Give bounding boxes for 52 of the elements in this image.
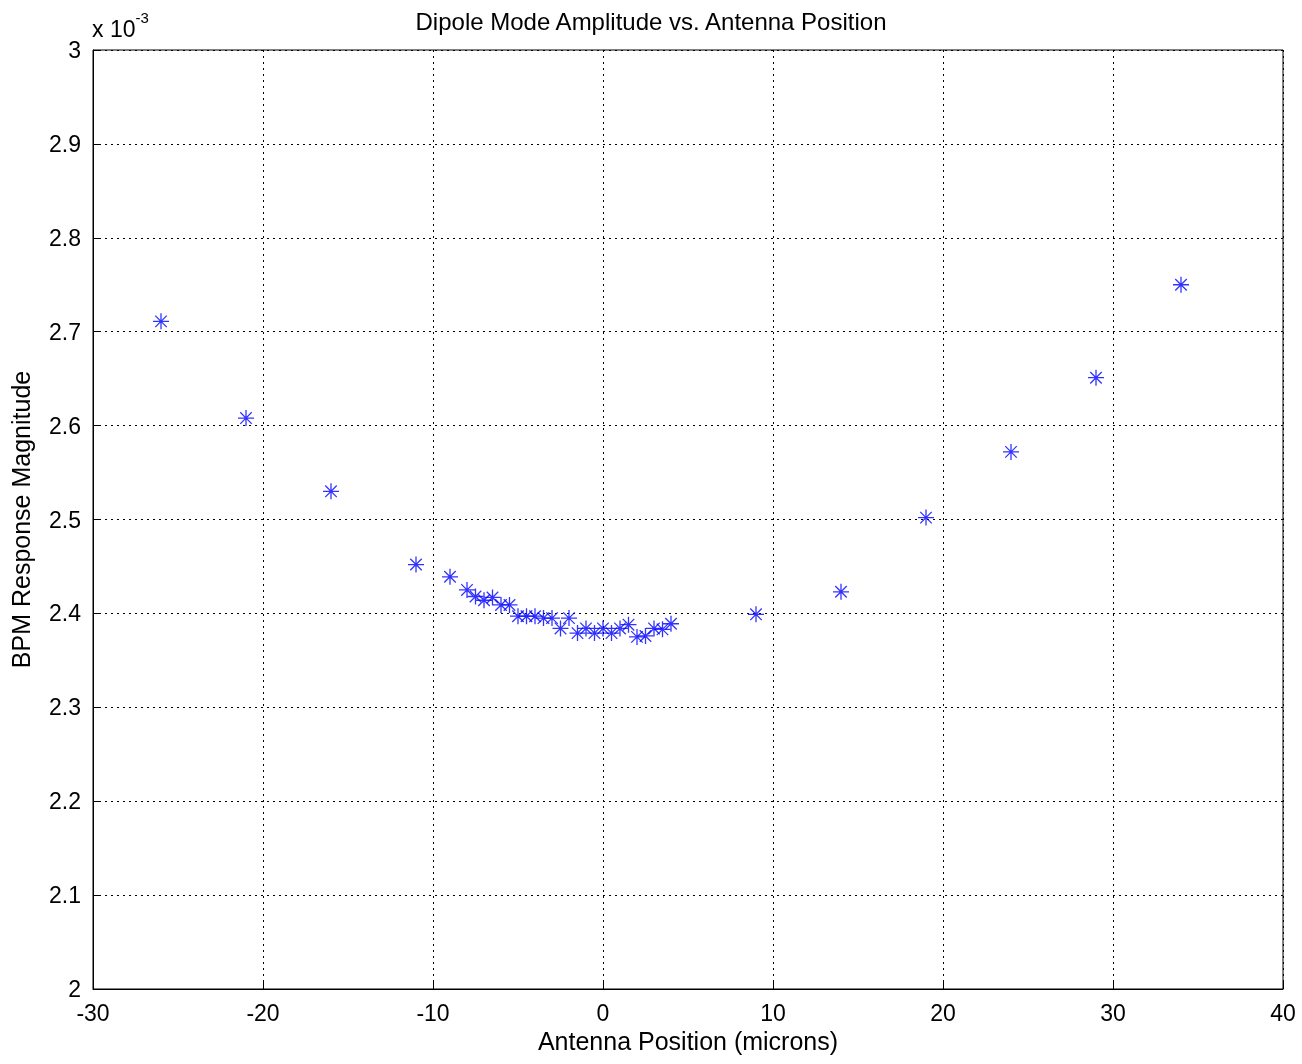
point — [636, 627, 655, 645]
x-tick-label: 30 — [1100, 999, 1126, 1026]
point — [577, 619, 595, 638]
x-tick-label: 20 — [930, 999, 956, 1026]
point — [602, 624, 621, 642]
x-tick-label: 10 — [760, 999, 786, 1026]
point — [543, 609, 561, 627]
y-tick-label: 2.9 — [49, 130, 81, 157]
x-tick-label: 40 — [1270, 999, 1296, 1026]
point — [500, 596, 519, 614]
y-tick-label: 2.4 — [49, 600, 82, 627]
point — [551, 619, 570, 638]
point — [1087, 369, 1105, 387]
x-tick-label: -10 — [416, 999, 450, 1026]
x-tick-label: -20 — [246, 999, 280, 1026]
point — [509, 607, 527, 625]
point — [458, 581, 476, 599]
point — [568, 624, 587, 642]
x-tick-label: 0 — [596, 999, 610, 1026]
point — [492, 596, 510, 614]
y-tick-label: 2 — [68, 976, 81, 1002]
point — [628, 628, 646, 646]
y-tick-label: 2.5 — [49, 506, 81, 533]
point — [747, 605, 765, 623]
y-tick-label: 2.7 — [49, 318, 81, 345]
y-tick-label: 2.2 — [49, 788, 81, 815]
point — [517, 607, 536, 625]
point — [1172, 276, 1190, 294]
point — [662, 615, 680, 633]
chart-title: Dipole Mode Amplitude vs. Antenna Position — [415, 7, 887, 35]
point — [585, 624, 604, 642]
point — [917, 508, 935, 527]
point — [322, 482, 340, 500]
y-tick-label: 2.3 — [49, 694, 81, 721]
point — [237, 409, 255, 427]
y-tick-label: 3 — [68, 37, 81, 63]
x-axis-title: Antenna Position (microns) — [537, 1027, 839, 1056]
y-tick-label: 2.6 — [49, 412, 81, 439]
point — [1002, 443, 1020, 461]
point — [619, 616, 638, 634]
y-tick-label: 2.1 — [49, 882, 81, 909]
point — [407, 555, 425, 574]
point — [152, 312, 170, 331]
point — [611, 619, 629, 638]
point — [594, 619, 612, 638]
point — [560, 609, 578, 627]
y-axis-title: BPM Response Magnitude — [6, 370, 35, 669]
y-tick-label: 2.8 — [49, 224, 81, 251]
point — [483, 588, 502, 607]
point — [441, 568, 459, 586]
point — [832, 583, 850, 601]
x-tick-label: -30 — [76, 999, 110, 1026]
